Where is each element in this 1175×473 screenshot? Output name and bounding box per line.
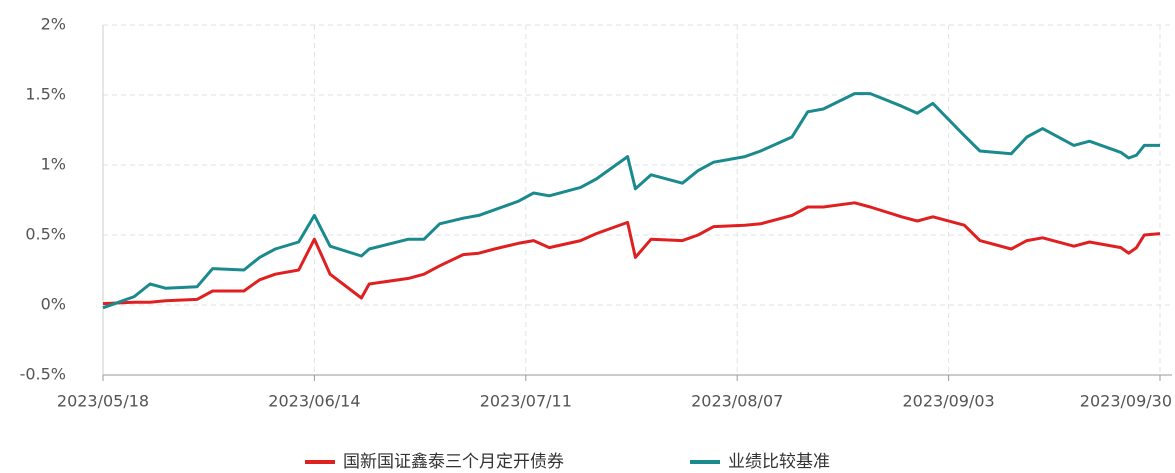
x-tick-label: 2023/06/14 xyxy=(268,392,360,411)
x-tick-label: 2023/05/18 xyxy=(57,392,149,411)
y-tick-label: 1% xyxy=(41,155,66,174)
series-line xyxy=(102,92,1160,310)
y-tick-label: 0% xyxy=(41,295,66,314)
x-tick-label: 2023/09/03 xyxy=(902,392,994,411)
legend-label: 国新国证鑫泰三个月定开债券 xyxy=(343,452,564,472)
y-tick-label: 1.5% xyxy=(25,85,66,104)
y-tick-label: -0.5% xyxy=(20,365,66,384)
legend-label: 业绩比较基准 xyxy=(728,452,830,472)
x-tick-label: 2023/08/07 xyxy=(691,392,783,411)
x-tick-label: 2023/07/11 xyxy=(480,392,572,411)
y-tick-label: 0.5% xyxy=(25,225,66,244)
y-tick-label: 2% xyxy=(41,15,66,34)
series-line xyxy=(102,201,1161,306)
x-tick-label: 2023/09/30 xyxy=(1080,392,1172,411)
